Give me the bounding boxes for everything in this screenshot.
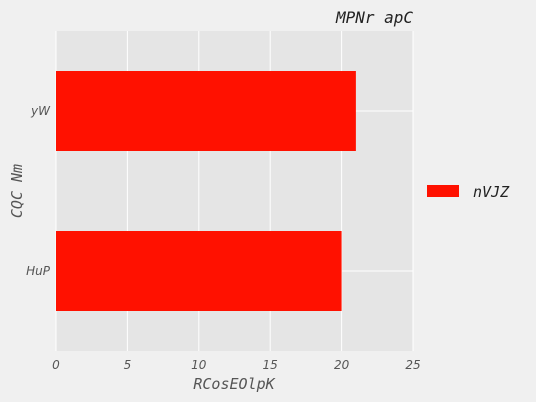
legend-swatch [427,185,459,197]
bar [56,71,356,151]
bars [56,71,356,311]
x-tick-label: 0 [52,358,60,372]
y-tick-label: yW [30,104,51,118]
legend-label: nVJZ [473,183,510,201]
legend: nVJZ [427,183,510,201]
x-axis-label: RCosEOlpK [193,375,275,393]
y-tick-label: HuP [26,264,51,278]
bar [56,231,342,311]
x-tick-label: 10 [191,358,207,372]
x-tick-label: 25 [405,358,420,372]
x-tick-labels: 0 5 10 15 20 25 [52,358,420,372]
x-tick-label: 20 [334,358,350,372]
chart-title: MPNr apC [335,8,413,27]
y-axis-label: CQC Nm [8,164,26,218]
y-tick-labels: yW HuP [26,104,51,278]
x-tick-label: 5 [124,358,132,372]
x-tick-label: 15 [263,358,278,372]
